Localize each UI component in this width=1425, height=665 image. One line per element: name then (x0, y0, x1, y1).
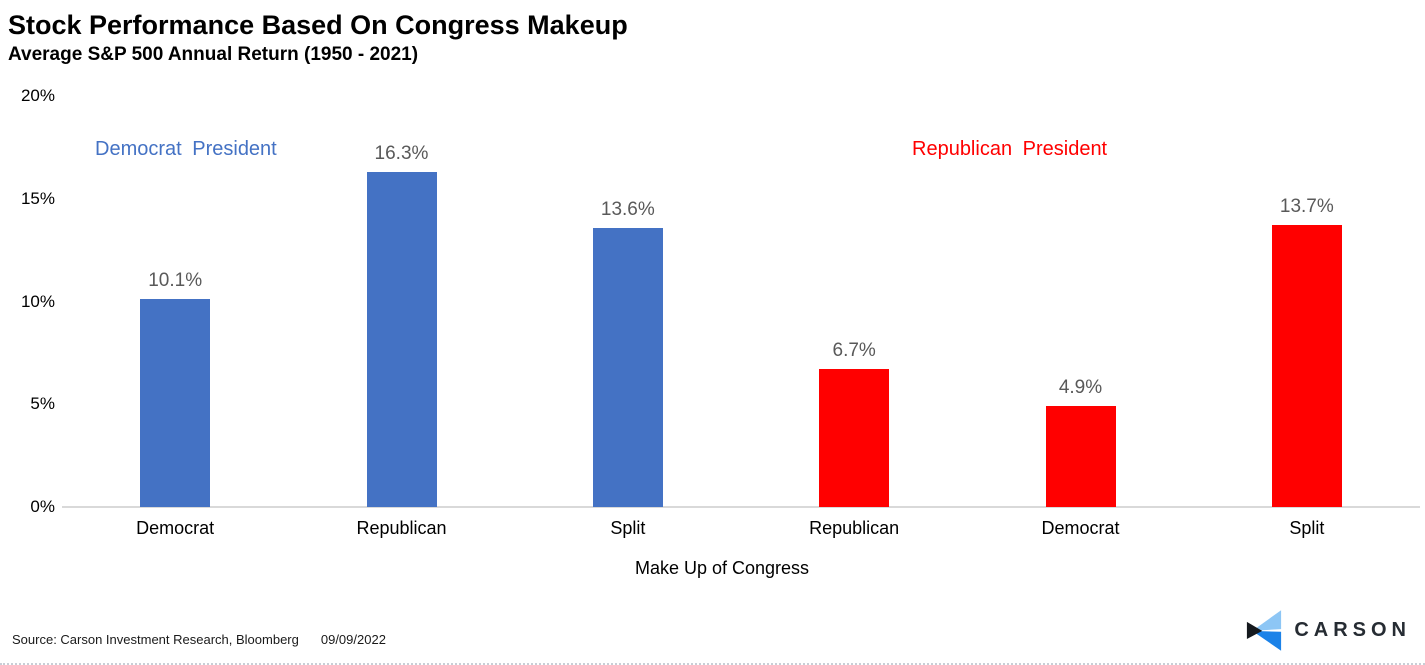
bar-value-label: 13.6% (600, 198, 655, 220)
bar-value-label: 10.1% (148, 270, 203, 292)
source-note: Source: Carson Investment Research, Bloo… (12, 632, 386, 647)
logo-blue-triangle (1252, 630, 1282, 651)
x-category-label: Republican (809, 518, 900, 538)
carson-logo-icon (1247, 610, 1282, 651)
x-axis-title: Make Up of Congress (634, 558, 810, 578)
page-subtitle: Average S&P 500 Annual Return (1950 - 20… (8, 44, 419, 65)
bar-value-label: 4.9% (1058, 377, 1103, 399)
source-text: Source: Carson Investment Research, Bloo… (12, 632, 299, 647)
page-title: Stock Performance Based On Congress Make… (8, 10, 628, 40)
y-tick-label: 5% (30, 394, 55, 414)
carson-logo-text: CARSON (1294, 618, 1411, 641)
legend-republican-president: Republican President (912, 138, 1108, 160)
y-tick-label: 10% (20, 291, 55, 311)
bar-value-label: 13.7% (1279, 196, 1334, 218)
carson-logo: CARSON (1246, 607, 1411, 653)
bar-republican-3 (819, 369, 890, 507)
bar-value-label: 6.7% (832, 340, 876, 362)
x-category-label: Democrat (1041, 518, 1120, 538)
bar-republican-1 (366, 172, 437, 507)
y-tick-label: 15% (20, 188, 55, 208)
x-category-label: Split (610, 518, 646, 538)
y-tick-label: 20% (20, 86, 55, 105)
legend-democrat-president: Democrat President (95, 138, 277, 160)
x-category-label: Republican (356, 518, 447, 538)
logo-light-triangle (1252, 610, 1282, 631)
bar-democrat-4 (1045, 406, 1116, 507)
y-tick-label: 0% (30, 497, 55, 516)
bar-split-2 (592, 227, 663, 507)
bar-split-5 (1271, 225, 1342, 507)
source-date: 09/09/2022 (320, 632, 386, 647)
logo-dark-triangle (1247, 621, 1263, 639)
x-category-label: Democrat (136, 518, 215, 538)
bar-democrat-0 (140, 299, 211, 507)
x-axis-baseline (62, 506, 1420, 508)
bar-value-label: 16.3% (374, 143, 429, 165)
x-category-label: Split (1289, 518, 1325, 538)
